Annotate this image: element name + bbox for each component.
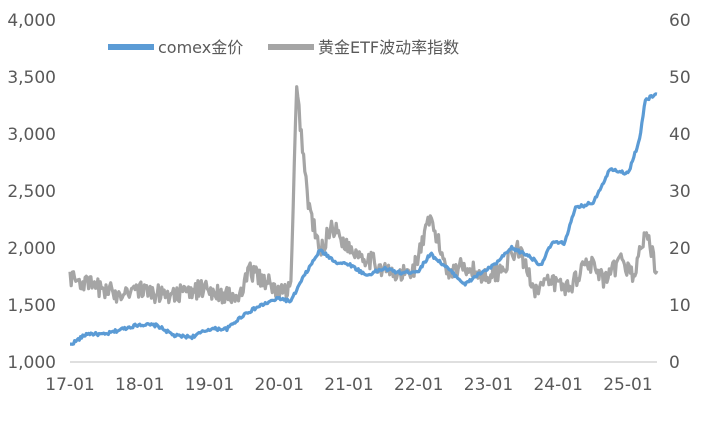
left-axis-tick-label: 2,000	[7, 239, 56, 259]
x-axis-tick-label: 22-01	[394, 375, 443, 395]
x-axis-tick-label: 18-01	[115, 375, 164, 395]
x-axis-tick-label: 25-01	[603, 375, 652, 395]
right-axis-tick-label: 50	[669, 68, 691, 88]
x-axis-tick-label: 19-01	[185, 375, 234, 395]
legend-label: comex金价	[158, 38, 243, 57]
left-axis-tick-label: 1,500	[7, 296, 56, 316]
left-axis-tick-label: 1,000	[7, 353, 56, 373]
x-axis-tick-label: 23-01	[464, 375, 513, 395]
x-axis-tick-label: 24-01	[533, 375, 582, 395]
legend-label: 黄金ETF波动率指数	[318, 38, 459, 57]
series-line-comex	[69, 92, 658, 346]
right-axis-tick-label: 40	[669, 125, 691, 145]
left-axis-tick-label: 2,500	[7, 182, 56, 202]
series-lines	[68, 85, 659, 346]
left-axis-ticks: 1,000 1,500 2,000 2,500 3,000 3,500 4,000	[7, 11, 56, 373]
left-axis-tick-label: 3,500	[7, 68, 56, 88]
right-axis-ticks: 0 10 20 30 40 50 60	[669, 11, 691, 373]
right-axis-tick-label: 10	[669, 296, 691, 316]
x-axis-tick-label: 17-01	[45, 375, 94, 395]
x-axis-ticks: 17-01 18-01 19-01 20-01 21-01 22-01 23-01 24-01…	[45, 375, 652, 395]
right-axis-tick-label: 30	[669, 182, 691, 202]
left-axis-tick-label: 3,000	[7, 125, 56, 145]
left-axis-tick-label: 4,000	[7, 11, 56, 31]
legend: comex金价 黄金ETF波动率指数	[108, 38, 459, 57]
right-axis-tick-label: 60	[669, 11, 691, 31]
right-axis-tick-label: 20	[669, 239, 691, 259]
x-axis-tick-label: 20-01	[255, 375, 304, 395]
x-axis-tick-label: 21-01	[324, 375, 373, 395]
right-axis-tick-label: 0	[669, 353, 680, 373]
series-line-etf-vol	[68, 85, 659, 305]
